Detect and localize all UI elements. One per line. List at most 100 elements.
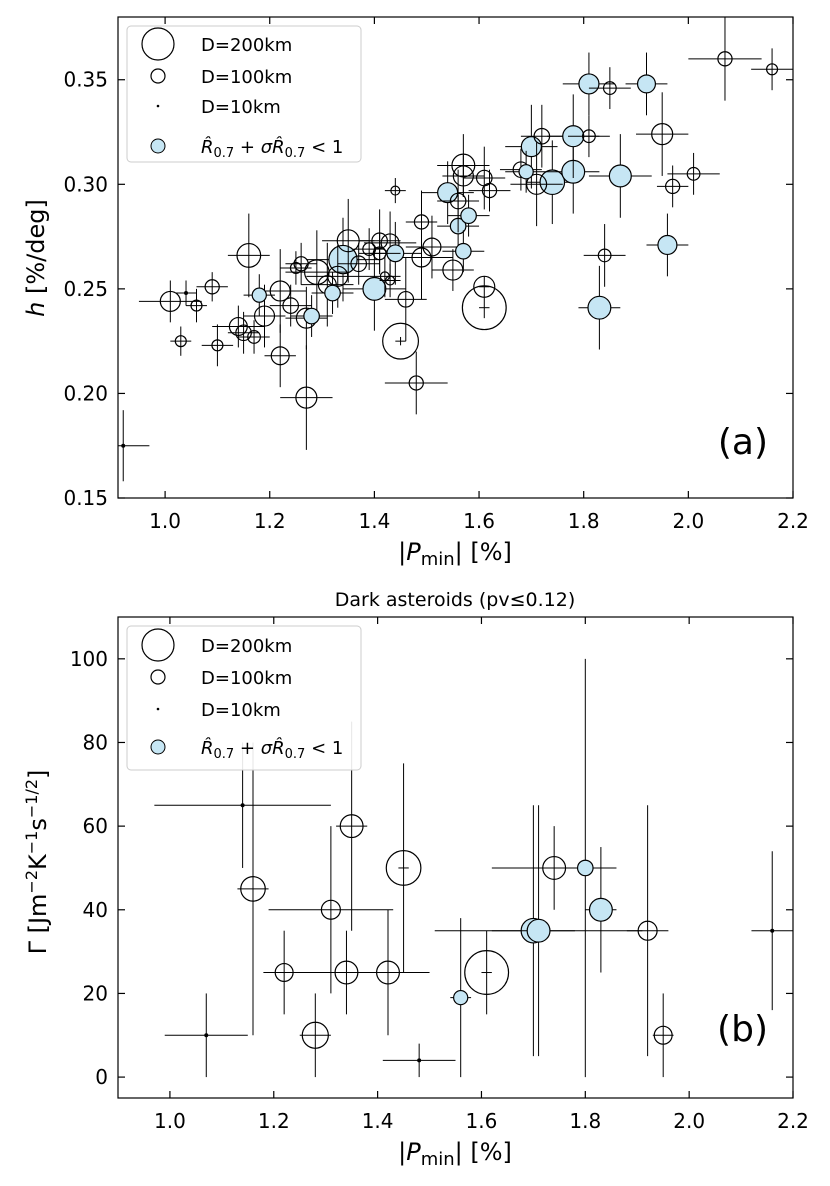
panel-a-point — [311, 272, 354, 314]
panel-b-legend-box — [126, 625, 362, 771]
panel-a-point — [175, 280, 197, 306]
panel-a-point — [227, 213, 270, 298]
panel-a-marker — [362, 276, 387, 301]
panel-b-point — [491, 826, 617, 910]
panel-a-legend-label-100km: D=100km — [201, 67, 292, 88]
panel-a-marker — [247, 330, 261, 344]
panel-b-xtick-label: 1.2 — [258, 1109, 290, 1133]
panel-b-marker — [588, 897, 613, 922]
panel-b-xtick-label: 1.6 — [466, 1109, 498, 1133]
panel-b-label: (b) — [717, 1009, 768, 1050]
panel-b: Dark asteroids (pv≤0.12) 1.0 1.2 1.4 1.6 1.8… — [22, 589, 809, 1170]
panel-a-marker — [533, 127, 551, 145]
panel-a-xtick-label: 2.0 — [672, 509, 704, 533]
panel-b-legend-marker-filled — [150, 739, 166, 755]
panel-a-point — [264, 324, 296, 388]
panel-a-point — [118, 410, 150, 482]
panel-a-legend-box — [126, 25, 362, 163]
panel-a-legend-marker-filled — [150, 138, 166, 154]
panel-a-marker — [597, 248, 612, 263]
panel-b-marker — [385, 850, 422, 886]
panel-b-legend-label-filled: R̂0.7 + σR̂0.7 < 1 — [201, 738, 343, 762]
panel-a-legend-label-200km: D=200km — [201, 35, 292, 56]
panel-b-point — [382, 1043, 456, 1078]
panel-a-xtick-label: 1.2 — [254, 509, 286, 533]
panel-a-marker — [452, 165, 474, 187]
panel-b-title: Dark asteroids (pv≤0.12) — [335, 589, 575, 611]
panel-b-legend-marker-10km — [156, 707, 160, 711]
panel-a-marker — [211, 339, 224, 352]
panel-b-xtick-label: 1.0 — [154, 1109, 186, 1133]
panel-b-legend-label-100km: D=100km — [201, 668, 292, 689]
panel-b-ytick-label: 40 — [83, 898, 108, 922]
panel-b-marker — [576, 859, 594, 877]
panel-b-xtick-label: 2.0 — [673, 1109, 705, 1133]
panel-b-marker — [542, 855, 567, 880]
panel-b-xtick-label: 2.2 — [777, 1109, 809, 1133]
panel-b-point — [450, 918, 472, 1078]
panel-a-marker — [473, 275, 496, 298]
panel-a-marker — [608, 164, 632, 188]
panel-a-xtick-label: 1.0 — [149, 509, 181, 533]
panel-b-ytick-label: 80 — [83, 730, 108, 754]
panel-a-ytick-label: 0.30 — [63, 172, 108, 196]
panel-a-marker — [121, 443, 126, 448]
panel-a-marker — [159, 290, 181, 313]
panel-a-plot-area — [118, 17, 793, 482]
panel-b-marker — [464, 950, 510, 996]
panel-a-point — [379, 263, 401, 298]
panel-b-legend-marker-100km — [150, 669, 166, 685]
panel-a-marker — [382, 322, 420, 360]
panel-a-point — [384, 257, 427, 342]
panel-a-point — [646, 213, 689, 277]
panel-a-point — [656, 165, 689, 208]
panel-b-point — [385, 763, 422, 973]
panel-b-ytick-label: 100 — [70, 647, 108, 671]
panel-a-marker — [270, 346, 290, 366]
panel-b-plot-area — [154, 658, 793, 1078]
panel-b-point — [299, 993, 331, 1078]
panel-a-marker — [602, 81, 617, 96]
panel-a-point — [384, 178, 406, 204]
panel-a-point — [468, 169, 511, 212]
panel-a-marker — [651, 123, 674, 146]
panel-a-marker — [174, 335, 187, 348]
panel-a-ylabel: h [%/deg] — [22, 199, 50, 317]
panel-a-point — [285, 242, 317, 285]
panel-a-point — [437, 169, 480, 233]
panel-a-point — [285, 230, 349, 314]
panel-a-xlabel: |Pmin| [%] — [398, 538, 512, 570]
panel-b-marker — [376, 960, 400, 985]
panel-b-legend-marker-200km — [141, 628, 175, 662]
panel-a-point — [505, 150, 548, 193]
panel-a-point — [337, 242, 380, 285]
panel-b-ylabel: Γ [Jm−2K−1s−1/2] — [22, 770, 52, 955]
panel-a-marker — [350, 255, 368, 273]
panel-a-point — [196, 272, 228, 302]
panel-b-marker — [301, 1021, 329, 1049]
panel-a-marker — [520, 136, 542, 158]
panel-b-ytick-label: 0 — [95, 1065, 108, 1089]
panel-a-point — [588, 67, 631, 110]
panel-a-marker — [397, 290, 415, 308]
panel-a-point — [421, 161, 474, 225]
panel-a-point — [568, 115, 610, 158]
panel-a-point — [636, 92, 689, 176]
panel-a-point — [280, 251, 312, 285]
panel-a-point — [280, 345, 333, 450]
panel-a-point — [186, 288, 207, 323]
panel-a-marker — [282, 297, 300, 314]
panel-a-xtick-label: 1.8 — [568, 509, 600, 533]
panel-b-marker — [417, 1058, 422, 1063]
panel-a-point — [578, 265, 621, 350]
panel-a-marker — [422, 237, 442, 257]
panel-a-ytick-label: 0.25 — [63, 277, 108, 301]
panel-b-legend-label-200km: D=200km — [201, 636, 292, 657]
panel-a-marker — [385, 275, 396, 286]
panel-a-point — [238, 320, 270, 354]
panel-a-xtick-label: 1.4 — [358, 509, 390, 533]
panel-a-point — [384, 351, 448, 415]
panel-a-legend-label-filled: R̂0.7 + σR̂0.7 < 1 — [201, 137, 343, 161]
panel-b-ytick-label: 60 — [83, 814, 108, 838]
panel-a-legend-marker-200km — [141, 27, 175, 61]
